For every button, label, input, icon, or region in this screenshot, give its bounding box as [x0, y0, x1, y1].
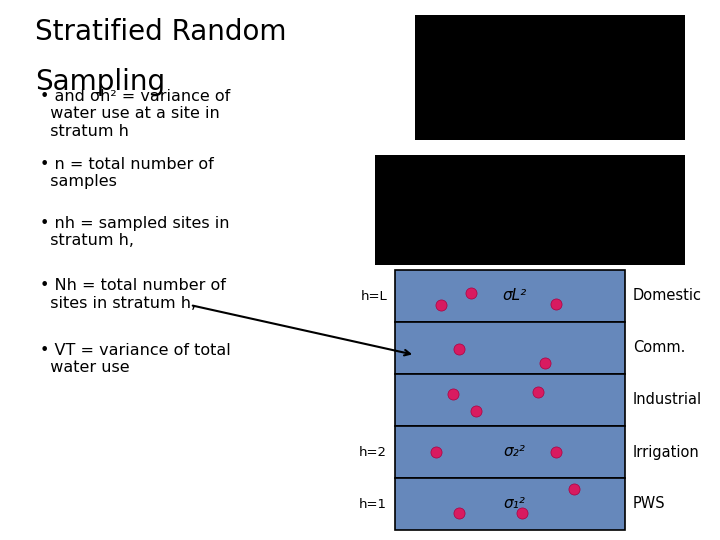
Bar: [395, 426, 625, 478]
Text: PWS: PWS: [633, 496, 665, 511]
Text: Comm.: Comm.: [633, 341, 685, 355]
Text: • n = total number of
  samples: • n = total number of samples: [40, 157, 213, 189]
Text: Industrial: Industrial: [633, 393, 702, 408]
Text: • Nh = total number of
  sites in stratum h,: • Nh = total number of sites in stratum …: [40, 278, 225, 310]
Bar: [375, 155, 685, 265]
Text: Stratified Random: Stratified Random: [35, 18, 287, 46]
Text: • nh = sampled sites in
  stratum h,: • nh = sampled sites in stratum h,: [40, 216, 229, 248]
Bar: [395, 322, 625, 374]
Text: Domestic: Domestic: [633, 288, 702, 303]
Text: h=2: h=2: [359, 446, 387, 458]
Text: Irrigation: Irrigation: [633, 444, 700, 460]
Text: σ₂²: σ₂²: [504, 444, 526, 460]
Bar: [395, 270, 625, 322]
Text: • VT = variance of total
  water use: • VT = variance of total water use: [40, 343, 230, 375]
Text: σ₁²: σ₁²: [504, 496, 526, 511]
Text: • and σh² = variance of
  water use at a site in
  stratum h: • and σh² = variance of water use at a s…: [40, 89, 230, 139]
Text: h=1: h=1: [359, 497, 387, 510]
Text: h=L: h=L: [360, 289, 387, 302]
Bar: [415, 15, 685, 140]
Text: σL²: σL²: [503, 288, 527, 303]
Bar: [395, 478, 625, 530]
Bar: [395, 374, 625, 426]
Text: Sampling: Sampling: [35, 68, 165, 96]
